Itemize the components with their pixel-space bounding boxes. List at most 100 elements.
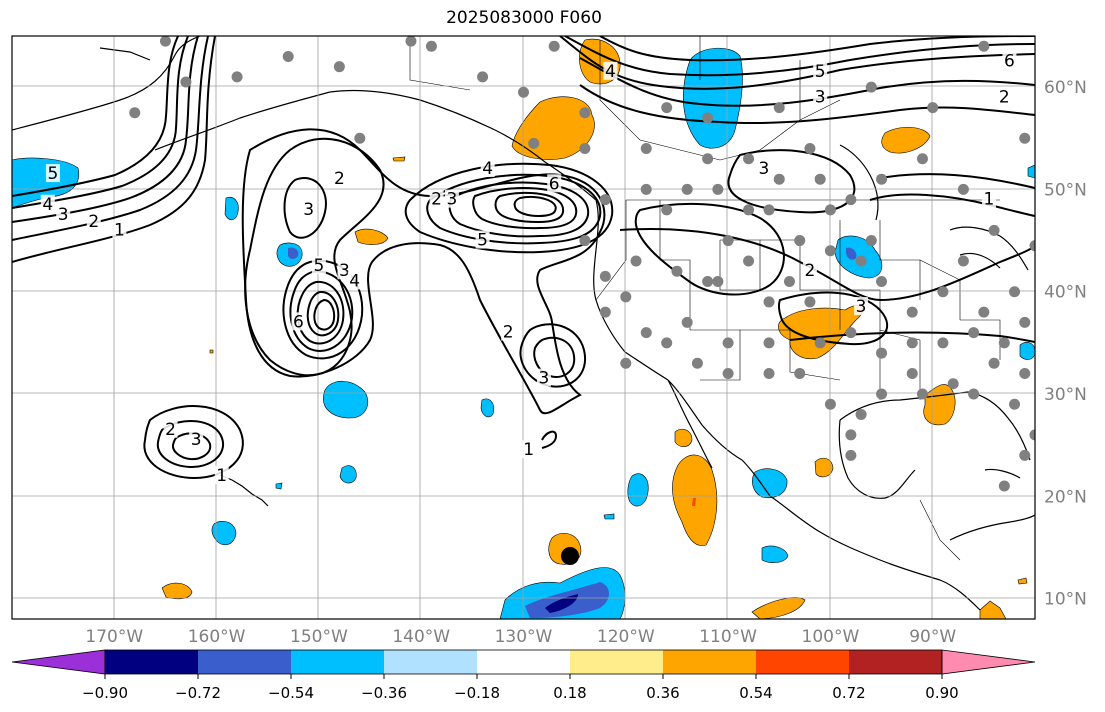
contour-label-bg xyxy=(1002,51,1017,70)
latitude-label: 40°N xyxy=(1044,283,1087,303)
colorbar-segment xyxy=(384,650,478,674)
longitude-label: 140°W xyxy=(392,627,450,647)
contour-label-bg xyxy=(332,169,347,188)
longitude-label: 170°W xyxy=(85,627,143,647)
contour-label-bg xyxy=(56,204,71,223)
colorbar-tick-label: 0.54 xyxy=(739,684,772,702)
station-dot xyxy=(671,265,683,277)
contour-label: 3 xyxy=(815,87,826,107)
station-dot xyxy=(425,40,437,52)
colorbar-tick-label: −0.18 xyxy=(454,684,500,702)
contour-label: 5 xyxy=(477,231,488,251)
contour-label-bg xyxy=(802,261,817,280)
colorbar-segment xyxy=(756,650,850,674)
positive-anomaly-core xyxy=(692,498,696,506)
contour-label-bg xyxy=(86,212,101,231)
station-dot xyxy=(876,388,888,400)
station-dot xyxy=(824,398,836,410)
station-dot xyxy=(1009,398,1021,410)
colorbar xyxy=(11,649,1036,675)
longitude-label: 100°W xyxy=(802,627,860,647)
station-dot xyxy=(794,235,806,247)
station-dot xyxy=(702,153,714,165)
map-frame xyxy=(11,35,1036,620)
contour-label: 6 xyxy=(549,174,560,194)
station-dot xyxy=(681,183,693,195)
contour-label-bg xyxy=(163,419,178,438)
longitude-label: 150°W xyxy=(290,627,348,647)
station-dot xyxy=(906,306,918,318)
station-dot xyxy=(599,194,611,206)
station-dot xyxy=(916,388,928,400)
station-dot xyxy=(947,378,959,390)
station-dot xyxy=(845,327,857,339)
colorbar-tick-label: −0.54 xyxy=(268,684,314,702)
colorbar-tick-label: −0.36 xyxy=(361,684,407,702)
station-dot xyxy=(354,132,366,144)
station-dot xyxy=(640,183,652,195)
storm-center-marker xyxy=(561,547,579,565)
contour-label-bg xyxy=(347,271,362,290)
station-dot xyxy=(978,40,990,52)
contour-label-bg xyxy=(45,164,60,183)
station-dot xyxy=(722,368,734,380)
station-dot xyxy=(333,61,345,73)
station-dot xyxy=(712,275,724,287)
longitude-label: 130°W xyxy=(495,627,553,647)
station-dot xyxy=(876,275,888,287)
station-dot xyxy=(743,153,755,165)
contour-label: 3 xyxy=(339,261,350,281)
station-dot xyxy=(518,86,529,98)
contour-lines xyxy=(12,36,1035,480)
station-dot xyxy=(579,235,591,247)
station-dot xyxy=(865,81,877,93)
station-dot xyxy=(477,71,489,83)
contour-label: 6 xyxy=(1004,52,1015,72)
contour-label: 4 xyxy=(349,271,360,291)
station-dot xyxy=(722,337,734,349)
contour-label: 3 xyxy=(191,430,202,450)
station-dot xyxy=(661,204,673,216)
station-dot xyxy=(804,143,816,155)
contour-label-bg xyxy=(301,199,316,218)
station-dot xyxy=(702,275,714,287)
station-dot xyxy=(620,291,632,303)
colorbar-extend-max xyxy=(941,649,1036,675)
colorbar-segment xyxy=(198,650,292,674)
station-dot xyxy=(927,102,939,114)
contour-label: 1 xyxy=(216,466,227,486)
station-dot xyxy=(855,408,867,420)
contour-label: 3 xyxy=(758,159,769,179)
contour-label: 2 xyxy=(999,87,1010,107)
state-borders xyxy=(409,36,1001,561)
contour-label: 1 xyxy=(984,190,995,210)
station-dot xyxy=(773,102,785,114)
contour-label: 4 xyxy=(42,195,53,215)
colorbar-segment xyxy=(663,650,757,674)
station-dot xyxy=(405,36,417,47)
station-dot xyxy=(599,270,611,282)
station-dot xyxy=(231,71,243,83)
contour-label: 3 xyxy=(446,190,457,210)
colorbar-segment xyxy=(849,650,943,674)
contour-label: 2 xyxy=(334,169,345,189)
colorbar-tick-label: −0.72 xyxy=(175,684,221,702)
contour-label: 5 xyxy=(815,62,826,82)
station-dot xyxy=(691,357,703,369)
contour-label-bg xyxy=(189,430,204,449)
negative-anomaly-strong xyxy=(545,594,578,613)
station-dot xyxy=(845,194,857,206)
station-dot xyxy=(937,286,949,298)
station-dot xyxy=(998,480,1010,492)
station-markers xyxy=(129,36,1035,492)
longitude-label: 120°W xyxy=(597,627,655,647)
longitude-label: 110°W xyxy=(699,627,757,647)
latitude-label: 50°N xyxy=(1044,180,1087,200)
station-dot xyxy=(968,388,980,400)
station-dot xyxy=(1019,132,1031,144)
station-dot xyxy=(814,173,826,185)
station-dot xyxy=(1009,286,1021,298)
station-dot xyxy=(640,327,652,339)
